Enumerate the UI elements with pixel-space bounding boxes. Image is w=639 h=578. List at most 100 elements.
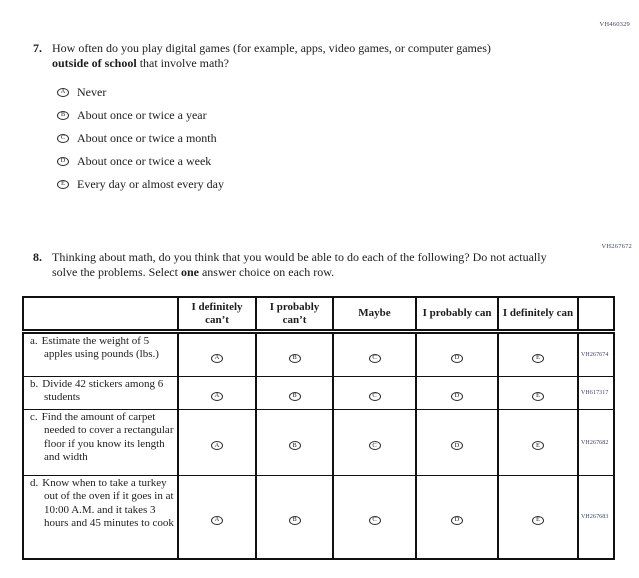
q8-row-c-cell-a: A: [177, 409, 257, 476]
column-header-probably-can: I probably can: [415, 296, 499, 334]
option-label: About once or twice a year: [77, 107, 207, 122]
radio-a-icon[interactable]: A: [57, 87, 69, 97]
radio-b-icon[interactable]: B: [288, 515, 301, 525]
q8-row-d-cell-e: E: [497, 475, 579, 559]
q8-row-a-cell-c: C: [332, 331, 417, 377]
q8-row-d-cell-c: C: [332, 475, 417, 559]
question-8-text-after: answer choice on each row.: [198, 265, 335, 279]
row-label-b: b. Divide 42 stickers among 6 students: [22, 376, 179, 410]
radio-c-icon[interactable]: C: [368, 391, 381, 401]
q8-row-c-cell-c: C: [332, 409, 417, 476]
question-8-text-before: Thinking about math, do you think that y…: [52, 250, 547, 279]
q8-row-b-cell-a: A: [177, 376, 257, 410]
radio-a-icon[interactable]: A: [211, 353, 223, 363]
question-8-number: 8.: [33, 250, 42, 264]
radio-d-icon[interactable]: D: [57, 156, 69, 166]
column-header-maybe: Maybe: [332, 296, 417, 334]
option-label: Every day or almost every day: [77, 176, 224, 191]
row-d-code: VH267683: [577, 475, 615, 559]
q8-row-a-cell-a: A: [177, 331, 257, 377]
radio-e-icon[interactable]: E: [532, 353, 544, 363]
question-7: 7. How often do you play digital games (…: [33, 41, 520, 71]
q8-row-d-cell-b: B: [255, 475, 334, 559]
radio-e-icon[interactable]: E: [57, 179, 69, 189]
radio-e-icon[interactable]: E: [532, 515, 544, 525]
q8-row-c-cell-d: D: [415, 409, 499, 476]
code-column-header: [577, 296, 615, 334]
radio-c-icon[interactable]: C: [368, 515, 381, 525]
radio-c-icon[interactable]: C: [368, 353, 381, 363]
q7-option-week[interactable]: D About once or twice a week: [57, 154, 224, 168]
q8-row-b-cell-c: C: [332, 376, 417, 410]
question-8: 8. Thinking about math, do you think tha…: [33, 250, 557, 280]
question-7-text: How often do you play digital games (for…: [52, 41, 520, 71]
row-c-code: VH267682: [577, 409, 615, 476]
row-letter: c.: [30, 411, 38, 423]
question-7-text-bold: outside of school: [52, 56, 137, 70]
row-a-code: VH267674: [577, 331, 615, 377]
column-header-definitely-can: I definitely can: [497, 296, 579, 334]
q8-row-a-cell-d: D: [415, 331, 499, 377]
radio-a-icon[interactable]: A: [211, 515, 223, 525]
radio-d-icon[interactable]: D: [451, 391, 463, 401]
question8-accession-code: VH267672: [601, 243, 632, 250]
radio-d-icon[interactable]: D: [451, 515, 463, 525]
column-header-definitely-cant: I definitely can’t: [177, 296, 257, 334]
q8-row-c-cell-b: B: [255, 409, 334, 476]
q8-row-a-cell-e: E: [497, 331, 579, 377]
q7-option-year[interactable]: B About once or twice a year: [57, 108, 224, 122]
question-8-text-bold: one: [180, 265, 199, 279]
table-row-d: d. Know when to take a turkey out of the …: [22, 475, 615, 559]
q8-row-b-cell-e: E: [497, 376, 579, 410]
table-row-c: c. Find the amount of carpet needed to co…: [22, 409, 615, 476]
q8-row-d-cell-a: A: [177, 475, 257, 559]
row-text: Estimate the weight of 5 apples using po…: [41, 335, 159, 361]
column-header-probably-cant: I probably can’t: [255, 296, 334, 334]
radio-c-icon[interactable]: C: [57, 133, 69, 143]
option-label: About once or twice a month: [77, 130, 217, 145]
row-letter: a.: [30, 335, 38, 347]
radio-b-icon[interactable]: B: [288, 353, 301, 363]
q8-row-d-cell-d: D: [415, 475, 499, 559]
question-7-options: A Never B About once or twice a year C A…: [57, 85, 224, 200]
table-header-row: I definitely can’t I probably can’t Mayb…: [22, 296, 615, 334]
row-text: Find the amount of carpet needed to cove…: [41, 411, 174, 464]
q7-option-daily[interactable]: E Every day or almost every day: [57, 177, 224, 191]
radio-b-icon[interactable]: B: [288, 391, 301, 401]
q8-response-table: I definitely can’t I probably can’t Mayb…: [22, 296, 615, 560]
radio-a-icon[interactable]: A: [211, 391, 223, 401]
row-b-code: VH617317: [577, 376, 615, 410]
q8-row-c-cell-e: E: [497, 409, 579, 476]
question7-accession-code: VH460329: [599, 21, 630, 28]
q8-row-b-cell-d: D: [415, 376, 499, 410]
radio-b-icon[interactable]: B: [57, 110, 69, 120]
question-7-text-before: How often do you play digital games (for…: [52, 41, 491, 55]
radio-d-icon[interactable]: D: [451, 353, 463, 363]
row-label-d: d. Know when to take a turkey out of the …: [22, 475, 179, 559]
q8-row-b-cell-b: B: [255, 376, 334, 410]
option-label: About once or twice a week: [77, 153, 212, 168]
row-letter: b.: [30, 378, 39, 390]
radio-e-icon[interactable]: E: [532, 441, 544, 451]
radio-d-icon[interactable]: D: [451, 441, 463, 451]
table-row-b: b. Divide 42 stickers among 6 students A …: [22, 376, 615, 410]
option-label: Never: [77, 84, 107, 99]
row-letter: d.: [30, 477, 39, 489]
radio-c-icon[interactable]: C: [368, 441, 381, 451]
question-7-text-after: that involve math?: [136, 56, 229, 70]
row-text: Know when to take a turkey out of the ov…: [42, 477, 174, 530]
q7-option-never[interactable]: A Never: [57, 85, 224, 99]
q7-option-month[interactable]: C About once or twice a month: [57, 131, 224, 145]
table-row-a: a. Estimate the weight of 5 apples using …: [22, 331, 615, 377]
radio-a-icon[interactable]: A: [211, 441, 223, 451]
q8-row-a-cell-b: B: [255, 331, 334, 377]
row-text: Divide 42 stickers among 6 students: [42, 378, 164, 404]
row-label-c: c. Find the amount of carpet needed to co…: [22, 409, 179, 476]
row-label-header: [22, 296, 179, 334]
row-label-a: a. Estimate the weight of 5 apples using …: [22, 331, 179, 377]
radio-e-icon[interactable]: E: [532, 391, 544, 401]
question-8-text: Thinking about math, do you think that y…: [52, 250, 557, 280]
question-7-number: 7.: [33, 41, 42, 55]
radio-b-icon[interactable]: B: [288, 441, 301, 451]
